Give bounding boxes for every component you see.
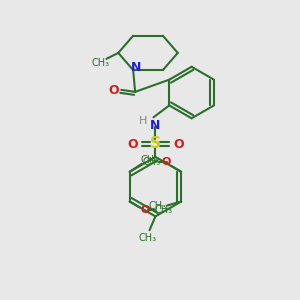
Text: O: O [127, 138, 138, 151]
Text: O: O [141, 206, 150, 215]
Text: CH₃: CH₃ [148, 202, 166, 212]
Text: CH₃: CH₃ [92, 58, 110, 68]
Text: H: H [140, 116, 148, 126]
Text: N: N [131, 61, 141, 74]
Text: O: O [162, 157, 171, 167]
Text: CH₃: CH₃ [140, 155, 159, 165]
Text: S: S [150, 136, 161, 151]
Text: O: O [108, 84, 119, 98]
Text: CH₃: CH₃ [142, 157, 160, 167]
Text: N: N [150, 119, 161, 132]
Text: CH₃: CH₃ [138, 233, 157, 243]
Text: O: O [173, 138, 184, 151]
Text: CH₃: CH₃ [154, 206, 172, 215]
